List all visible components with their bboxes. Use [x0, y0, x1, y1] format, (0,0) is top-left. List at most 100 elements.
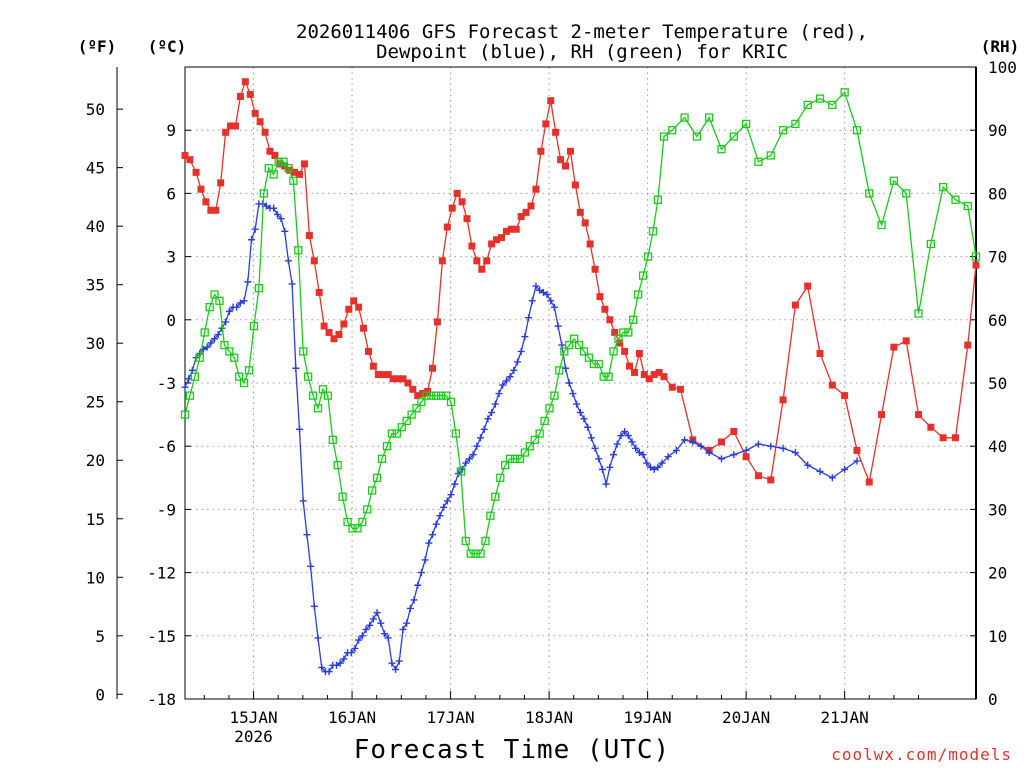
- dewpoint-point: [388, 659, 396, 667]
- temperature-point: [915, 411, 923, 419]
- rh-point: [254, 284, 264, 293]
- temperature-point: [547, 97, 555, 105]
- dewpoint-point: [443, 497, 451, 505]
- temperature-point: [256, 118, 264, 126]
- dewpoint-point: [451, 480, 459, 488]
- dewpoint-point: [318, 663, 326, 671]
- dewpoint-point: [292, 364, 300, 372]
- rh-point: [545, 404, 554, 413]
- temperature-point: [473, 257, 481, 265]
- temperature-point: [571, 181, 579, 189]
- rh-point: [235, 372, 244, 381]
- temperature-point: [853, 446, 861, 454]
- rh-point: [530, 435, 539, 445]
- dewpoint-point: [632, 444, 640, 452]
- rh-point: [791, 119, 800, 129]
- dewpoint-point: [417, 569, 425, 577]
- rh-point: [604, 372, 613, 381]
- dewpoint-point: [565, 379, 573, 387]
- rh-point: [407, 410, 416, 419]
- dewpoint-point: [251, 225, 259, 233]
- dewpoint-point: [351, 644, 359, 652]
- rh-point: [279, 157, 288, 166]
- rh-point: [540, 416, 549, 426]
- temperature-point: [369, 362, 377, 370]
- temperature-point: [438, 257, 446, 265]
- temperature-point: [360, 324, 368, 332]
- rh-point: [432, 391, 441, 400]
- dewpoint-point: [347, 649, 355, 657]
- dewpoint-point: [499, 381, 507, 389]
- rh-tick-label: 100: [988, 58, 1017, 77]
- dewpoint-point: [742, 446, 750, 454]
- dewpoint-point: [369, 615, 377, 623]
- dewpoint-point: [240, 297, 248, 305]
- dewpoint-point: [658, 459, 666, 467]
- dewpoint-point: [303, 531, 311, 539]
- rh-point: [210, 290, 219, 299]
- x-tick-label: 18JAN: [525, 708, 573, 727]
- rh-tick-label: 10: [988, 627, 1007, 646]
- rh-point: [412, 404, 421, 413]
- temperature-point: [493, 236, 501, 244]
- rh-point: [244, 366, 254, 375]
- dewpoint-point: [573, 400, 581, 408]
- dewpoint-point: [495, 390, 503, 398]
- dewpoint-point: [528, 297, 536, 305]
- temperature-point: [650, 371, 658, 379]
- temperature-point: [630, 368, 638, 376]
- dewpoint-point: [270, 204, 278, 212]
- rh-point: [274, 157, 283, 166]
- rh-point: [574, 340, 584, 350]
- temperature-point: [742, 453, 750, 461]
- temperature-point: [586, 240, 594, 248]
- rh-point: [491, 492, 500, 501]
- temperature-point: [972, 261, 980, 269]
- fahrenheit-tick-label: 10: [86, 568, 105, 587]
- dewpoint-point: [262, 202, 270, 210]
- dewpoint-point: [373, 609, 381, 617]
- rh-point: [741, 119, 751, 129]
- temperature-point: [878, 411, 886, 419]
- temperature-point: [562, 162, 570, 170]
- rh-point: [348, 524, 357, 533]
- dewpoint-point: [689, 438, 697, 446]
- temperature-point: [236, 92, 244, 100]
- rh-point: [520, 448, 530, 457]
- rh-point: [594, 359, 603, 369]
- rh-tick-label: 20: [988, 564, 1007, 583]
- rh-point: [902, 189, 911, 198]
- dewpoint-point: [480, 425, 488, 433]
- dewpoint-point: [730, 451, 738, 459]
- grid-lines: [185, 67, 976, 699]
- temperature-point: [655, 368, 663, 376]
- temperature-point: [345, 305, 353, 313]
- temperature-point: [202, 198, 210, 206]
- temperature-point: [730, 427, 738, 435]
- temperature-point: [676, 385, 684, 393]
- rh-point: [284, 163, 293, 173]
- dewpoint-point: [310, 602, 318, 610]
- temperature-point: [443, 223, 451, 231]
- dewpoint-point: [362, 625, 370, 633]
- celsius-tick-label: -6: [157, 437, 176, 456]
- dewpoint-point: [628, 438, 636, 446]
- dewpoint-point: [366, 621, 374, 629]
- temperature-point: [517, 213, 525, 221]
- temperature-point: [384, 371, 392, 379]
- rh-point: [225, 347, 234, 356]
- temperature-point: [865, 478, 873, 486]
- dewpoint-point: [543, 291, 551, 299]
- rh-point: [471, 549, 480, 558]
- dewpoint-point: [804, 461, 812, 469]
- rh-point: [476, 549, 485, 558]
- rh-point: [629, 315, 638, 324]
- temperature-point: [271, 151, 279, 159]
- dewpoint-point: [767, 442, 775, 450]
- dewpoint-point: [244, 278, 252, 286]
- temperature-point: [355, 303, 363, 311]
- temperature-point: [261, 128, 269, 136]
- temperature-point: [767, 476, 775, 484]
- rh-point: [328, 435, 337, 445]
- dewpoint-point: [203, 343, 211, 351]
